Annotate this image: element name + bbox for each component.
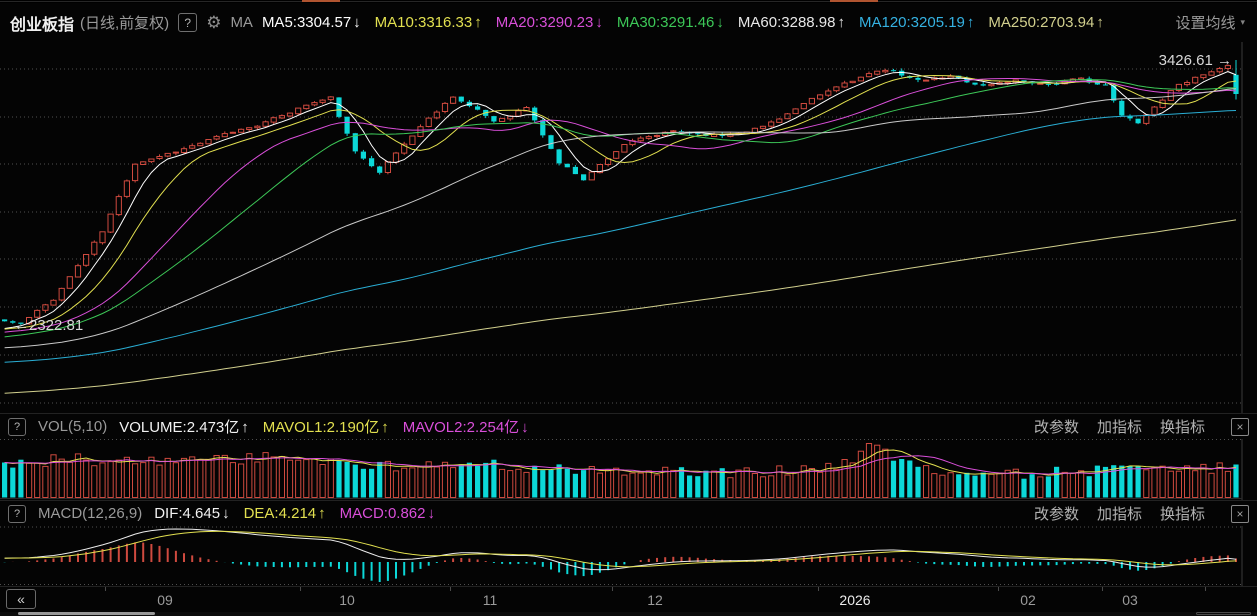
time-axis: « 09 10 11 12 2026 02 03 (0, 586, 1257, 612)
ma-value: MA10:3316.33 ↑ (374, 14, 482, 31)
ma-values-list: MA5:3304.57 ↓ MA10:3316.33 ↑ MA20:3290.23 ↓ MA… (262, 14, 1104, 31)
axis-month-label: 09 (157, 592, 173, 608)
arrow-up-icon: ↑ (241, 419, 249, 436)
axis-tick (1205, 587, 1206, 591)
macd-actions: 改参数 加指标 换指标 (1034, 503, 1205, 524)
volume-values-list: VOLUME:2.473亿 ↑ MAVOL1:2.190亿 ↑ MAVOL2:2.254… (119, 416, 528, 437)
volume-chart[interactable] (0, 439, 1257, 500)
arrow-up-icon: ↑ (1096, 14, 1104, 31)
volume-value: MAVOL1:2.190亿 ↑ (262, 419, 389, 436)
arrow-down-icon: ↓ (427, 505, 436, 522)
ma-value: MA250:2703.94 ↑ (988, 14, 1104, 31)
arrow-down-icon: ↓ (716, 14, 724, 31)
ma-value: MA30:3291.46 ↓ (616, 14, 724, 31)
help-icon[interactable]: ? (8, 417, 26, 436)
volume-value: MAVOL2:2.254亿 ↓ (402, 419, 529, 436)
instrument-title: 创业板指 (10, 16, 75, 34)
indicator-action-button[interactable]: 换指标 (1159, 419, 1205, 436)
indicator-action-button[interactable]: 换指标 (1159, 506, 1205, 523)
axis-tick (998, 587, 999, 591)
gear-icon[interactable]: ⚙ (206, 13, 222, 32)
scrollbar-right-outline (1196, 612, 1251, 615)
arrow-up-icon: ↑ (381, 419, 389, 436)
macd-value: DIF:4.645 ↓ (154, 505, 230, 522)
close-icon[interactable]: × (1231, 504, 1249, 523)
ma-value: MA120:3205.19 ↑ (858, 14, 975, 31)
ma-settings-button[interactable]: 设置均线 ▾ (1175, 12, 1245, 33)
macd-value: DEA:4.214 ↑ (243, 505, 326, 522)
axis-month-label: 10 (339, 592, 355, 608)
indicator-action-button[interactable]: 加指标 (1096, 506, 1142, 523)
axis-month-label: 12 (647, 592, 663, 608)
window-top-edge (0, 0, 1257, 3)
arrow-up-icon: ↑ (966, 14, 975, 31)
axis-tick (300, 587, 301, 591)
ma-value: MA5:3304.57 ↓ (261, 14, 361, 31)
axis-tick (105, 587, 106, 591)
chart-period-label: (日线,前复权) (80, 15, 170, 32)
ma-value: MA60:3288.98 ↑ (737, 14, 845, 31)
ma-value: MA20:3290.23 ↓ (495, 14, 603, 31)
ma-settings-label: 设置均线 (1175, 15, 1236, 32)
top-edge-accent (830, 0, 878, 2)
volume-actions: 改参数 加指标 换指标 (1034, 416, 1205, 437)
axis-month-label: 02 (1020, 592, 1036, 608)
arrow-down-icon: ↓ (222, 505, 230, 522)
axis-tick (450, 587, 451, 591)
indicator-action-button[interactable]: 改参数 (1033, 419, 1079, 436)
axis-month-label: 03 (1122, 592, 1138, 608)
axis-month-label: 11 (482, 592, 498, 608)
indicator-action-button[interactable]: 改参数 (1033, 506, 1079, 523)
macd-header: ? MACD(12,26,9) DIF:4.645 ↓ DEA:4.214 ↑ MACD… (0, 500, 1257, 526)
arrow-down-icon: ↓ (595, 14, 603, 31)
arrow-up-icon: ↑ (318, 505, 326, 522)
macd-chart[interactable] (0, 526, 1257, 586)
candlestick-chart[interactable]: ←2322.81 3426.61 → (0, 42, 1257, 413)
volume-indicator-name: VOL(5,10) (38, 418, 108, 435)
chevron-down-icon: ▾ (1240, 17, 1245, 27)
macd-value: MACD:0.862 ↓ (339, 505, 436, 522)
ma-group-label: MA (230, 14, 253, 31)
top-edge-line (0, 1, 1257, 2)
volume-header: ? VOL(5,10) VOLUME:2.473亿 ↑ MAVOL1:2.190亿 ↑… (0, 413, 1257, 439)
scroll-left-button[interactable]: « (6, 589, 36, 609)
volume-value: VOLUME:2.473亿 ↑ (119, 419, 249, 436)
svg-text:←2322.81: ←2322.81 (14, 317, 83, 334)
close-icon[interactable]: × (1231, 417, 1249, 436)
arrow-down-icon: ↓ (353, 14, 361, 31)
top-edge-accent (302, 0, 340, 2)
arrow-up-icon: ↑ (837, 14, 845, 31)
indicator-action-button[interactable]: 加指标 (1096, 419, 1142, 436)
axis-tick (612, 587, 613, 591)
axis-tick (818, 587, 819, 591)
help-icon[interactable]: ? (178, 13, 198, 32)
axis-month-label: 2026 (839, 592, 871, 608)
axis-tick (1102, 587, 1103, 591)
horizontal-scrollbar[interactable] (0, 612, 1257, 616)
arrow-up-icon: ↑ (474, 14, 482, 31)
macd-indicator-name: MACD(12,26,9) (38, 505, 143, 522)
macd-values-list: DIF:4.645 ↓ DEA:4.214 ↑ MACD:0.862 ↓ (154, 505, 435, 522)
arrow-down-icon: ↓ (521, 419, 529, 436)
chart-header: 创业板指 (日线,前复权) ? ⚙ MA MA5:3304.57 ↓ MA10:33… (0, 3, 1257, 42)
scrollbar-thumb[interactable] (18, 612, 155, 615)
help-icon[interactable]: ? (8, 504, 26, 523)
svg-text:3426.61 →: 3426.61 → (1159, 52, 1232, 69)
